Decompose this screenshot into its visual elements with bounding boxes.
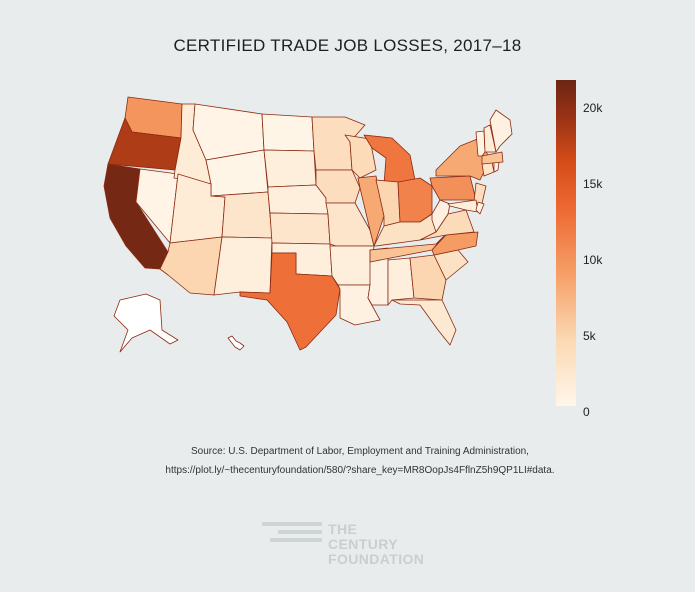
state-az[interactable]	[159, 236, 223, 296]
state-ga[interactable]	[409, 254, 447, 301]
colorbar-tick: 5k	[583, 329, 596, 343]
colorbar-tick: 10k	[583, 253, 603, 267]
foundation-logo: THE CENTURY FOUNDATION	[262, 522, 424, 567]
colorbar-tick: 20k	[583, 101, 603, 115]
state-ks[interactable]	[269, 212, 331, 245]
state-pa[interactable]	[429, 175, 477, 201]
state-me[interactable]	[489, 109, 513, 153]
state-ma[interactable]	[481, 151, 504, 165]
state-ar[interactable]	[329, 245, 375, 286]
logo-text: THE CENTURY FOUNDATION	[328, 521, 425, 567]
state-vt[interactable]	[475, 130, 486, 157]
colorbar	[556, 80, 576, 406]
state-ri[interactable]	[493, 161, 500, 173]
source-line: Source: U.S. Department of Labor, Employ…	[191, 446, 529, 457]
colorbar-tick: 0	[583, 405, 590, 419]
state-nm[interactable]	[213, 236, 273, 296]
state-de[interactable]	[475, 201, 485, 215]
state-al[interactable]	[387, 257, 415, 306]
state-tx[interactable]	[239, 252, 341, 351]
state-md[interactable]	[447, 199, 479, 213]
state-fl[interactable]	[391, 299, 457, 346]
state-sd[interactable]	[263, 149, 317, 188]
source-url[interactable]: https://plot.ly/~thecenturyfoundation/58…	[165, 465, 555, 476]
state-oh[interactable]	[397, 177, 433, 223]
state-nd[interactable]	[261, 113, 315, 152]
chart-title: CERTIFIED TRADE JOB LOSSES, 2017–18	[173, 36, 522, 55]
source-note: Source: U.S. Department of Labor, Employ…	[150, 442, 570, 480]
state-hi[interactable]	[227, 335, 245, 351]
logo-mark-icon	[262, 522, 322, 542]
colorbar-tick: 15k	[583, 177, 603, 191]
state-ak[interactable]	[113, 293, 179, 353]
